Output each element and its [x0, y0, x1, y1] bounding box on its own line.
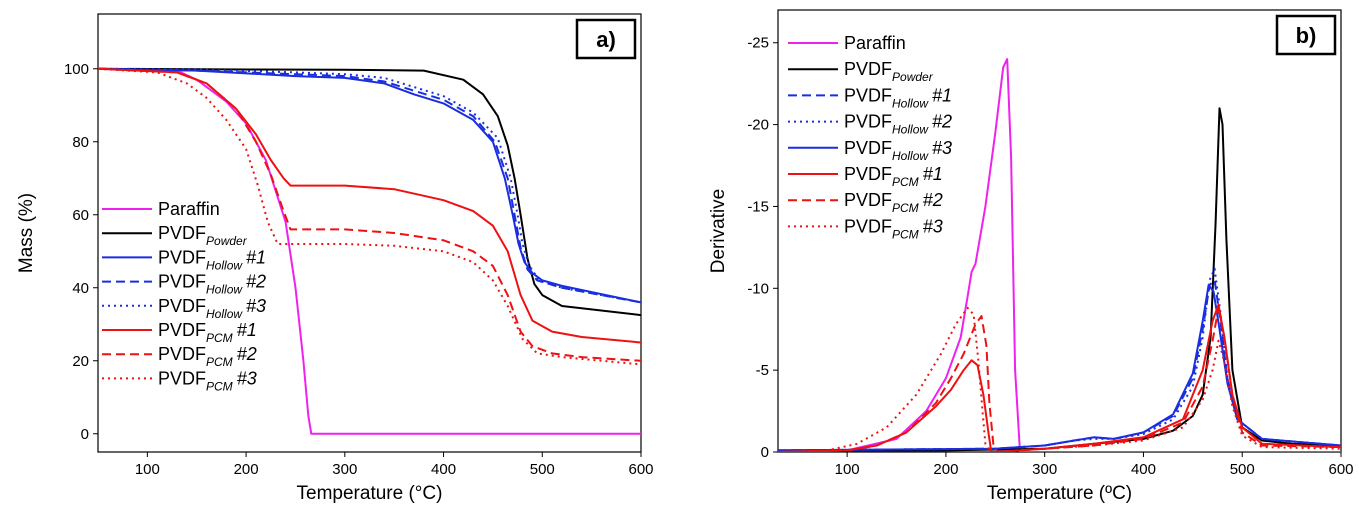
panel-tag: b) [1296, 23, 1317, 48]
y-tick-label: 0 [81, 426, 89, 443]
legend-entry: Paraffin [158, 199, 220, 219]
series-line-4 [778, 284, 1341, 452]
y-tick-label: 80 [72, 134, 89, 151]
series-line-2 [778, 279, 1341, 452]
series-line-1 [778, 107, 1341, 452]
legend-entry: PVDFHollow #3 [158, 296, 266, 321]
panel-a-mass-chart: 100 200 300 400 500 600 0 20 40 60 80 100 Temperatur… [0, 0, 660, 518]
series-line-3 [98, 67, 641, 304]
y-tick-label: -5 [756, 362, 769, 379]
x-tick-label: 200 [933, 461, 958, 478]
y-tick-label: 0 [761, 444, 769, 461]
series-line-7 [778, 306, 1341, 452]
panel-tag: a) [596, 27, 616, 52]
series-line-2 [98, 67, 641, 304]
series-line-6 [98, 67, 641, 362]
series-line-0 [98, 67, 641, 435]
legend-entry: PVDFPCM #2 [844, 190, 943, 215]
series-line-7 [98, 67, 641, 366]
y-tick-label: 100 [64, 61, 89, 78]
plot-frame [97, 13, 642, 453]
legend-entry: PVDFHollow #3 [844, 138, 952, 163]
series-line-5 [98, 67, 641, 344]
y-tick-label: 40 [72, 280, 89, 297]
x-tick-label: 400 [1131, 461, 1156, 478]
x-tick-label: 500 [530, 461, 555, 478]
x-axis-label: Temperature (ºC) [987, 483, 1132, 504]
legend-entry: PVDFPowder [158, 223, 248, 248]
legend-entry: PVDFPCM #1 [844, 164, 943, 189]
panel-b-derivative-chart: 100 200 300 400 500 600 0 -5 -10 -15 -20 -25 Tempera… [690, 0, 1359, 518]
y-axis-label: Mass (%) [16, 193, 37, 273]
x-tick-label: 300 [1032, 461, 1057, 478]
x-tick-label: 300 [332, 461, 357, 478]
y-tick-label: -20 [747, 117, 769, 134]
y-tick-label: 20 [72, 353, 89, 370]
chart-b-svg: 100 200 300 400 500 600 0 -5 -10 -15 -20 -25 Tempera… [708, 9, 1354, 504]
series-line-5 [778, 303, 1341, 452]
legend-entry: PVDFPCM #3 [158, 368, 257, 393]
y-axis-label: Derivative [708, 189, 729, 273]
x-tick-label: 500 [1230, 461, 1255, 478]
panel-tag-box [575, 18, 637, 60]
x-tick-label: 100 [135, 461, 160, 478]
legend-entry: PVDFHollow #2 [844, 112, 952, 137]
x-tick-label: 100 [835, 461, 860, 478]
series-line-1 [98, 67, 641, 317]
legend-entry: PVDFPCM #3 [844, 216, 943, 241]
series-line-3 [778, 267, 1341, 452]
legend-entry: PVDFPCM #2 [158, 344, 257, 369]
series-line-4 [98, 67, 641, 304]
y-tick-label: -10 [747, 280, 769, 297]
legend-entry: PVDFHollow #2 [158, 272, 266, 297]
x-tick-label: 600 [1328, 461, 1353, 478]
legend-entry: PVDFHollow #1 [158, 247, 266, 272]
series-line-0 [778, 58, 1341, 452]
x-tick-label: 400 [431, 461, 456, 478]
panel-tag-box [1275, 14, 1337, 56]
y-tick-label: 60 [72, 207, 89, 224]
chart-a-svg: 100 200 300 400 500 600 0 20 40 60 80 100 Temperatur… [16, 13, 654, 504]
y-tick-label: -15 [747, 198, 769, 215]
y-tick-label: -25 [747, 35, 769, 52]
legend-entry: PVDFPowder [844, 59, 934, 84]
x-tick-label: 200 [234, 461, 259, 478]
series-line-6 [778, 306, 1341, 452]
x-axis-label: Temperature (°C) [297, 483, 443, 504]
legend-entry: Paraffin [844, 33, 906, 53]
legend-entry: PVDFHollow #1 [844, 85, 952, 110]
legend-entry: PVDFPCM #1 [158, 320, 257, 345]
x-tick-label: 600 [628, 461, 653, 478]
